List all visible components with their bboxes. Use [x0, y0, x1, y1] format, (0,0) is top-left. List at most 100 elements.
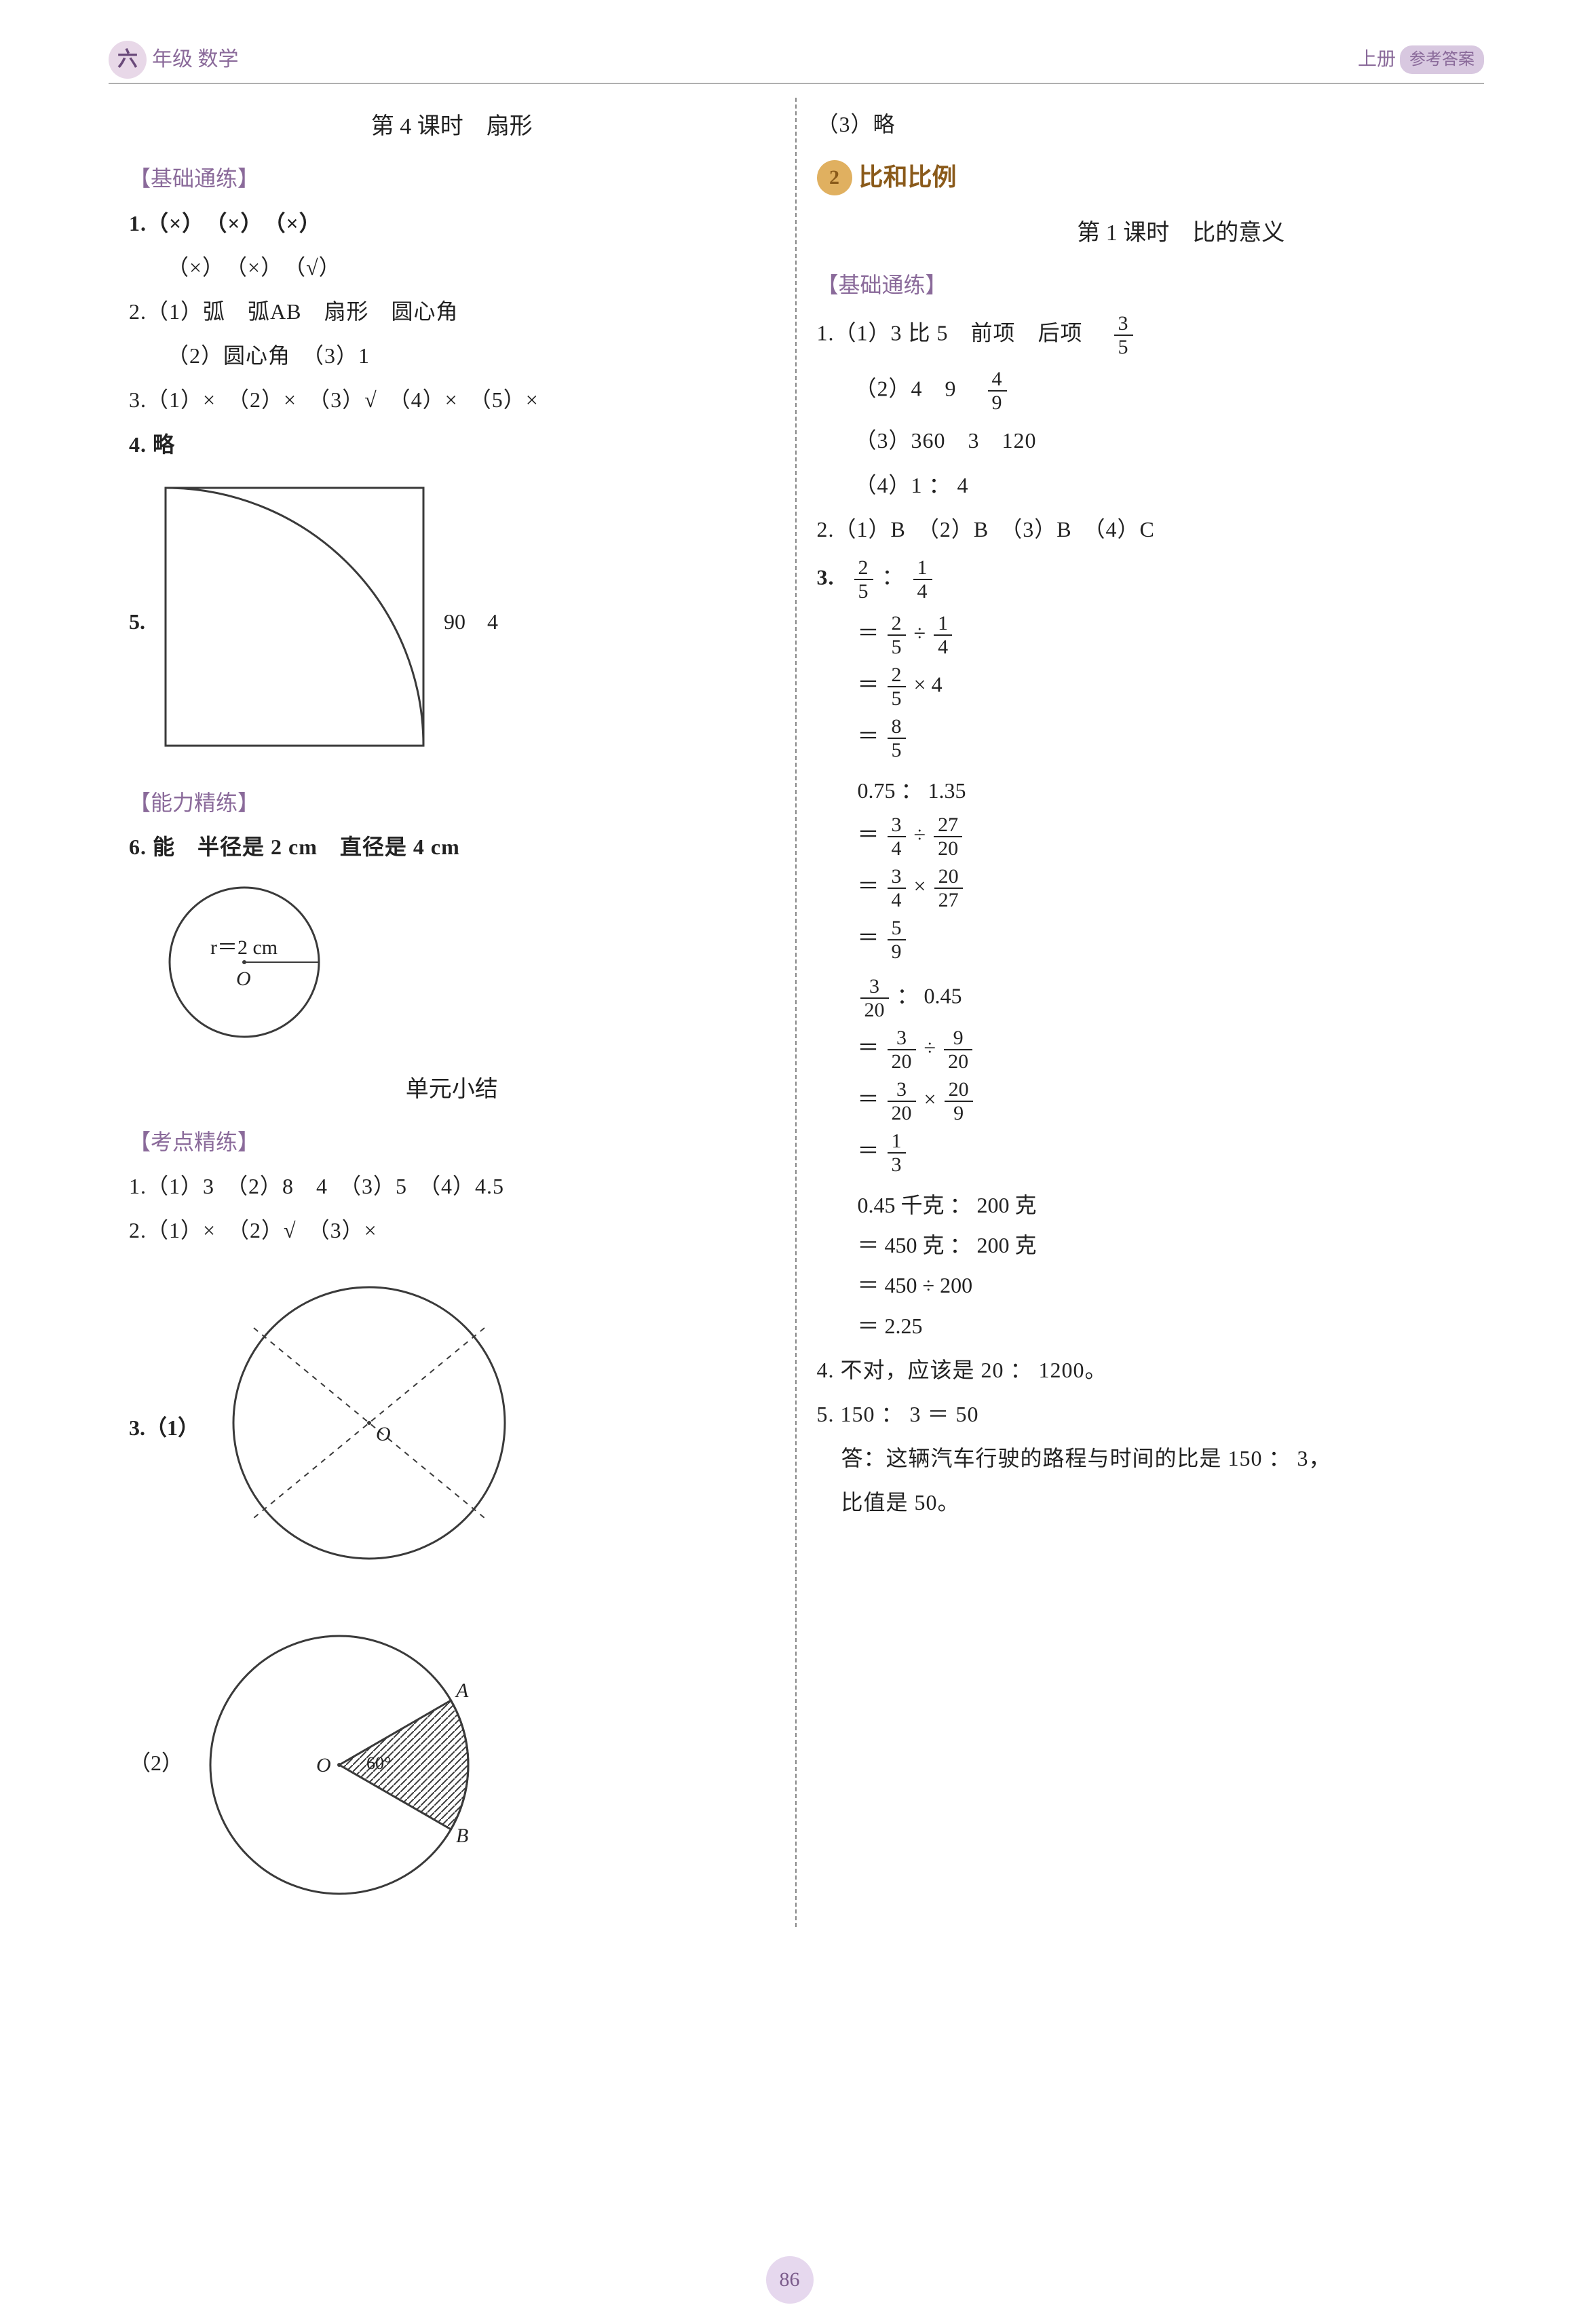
- basic-practice-label: 【基础通练】: [129, 161, 775, 196]
- r2: 2.（1）B （2）B （3）B （4）C: [817, 512, 1464, 547]
- frac-n: 20: [945, 1078, 973, 1102]
- header-left: 六 年级 数学: [109, 41, 239, 79]
- calc-c-2: ＝ 320 × 209: [858, 1078, 1464, 1124]
- r1-3: （3）360 3 120: [855, 423, 1464, 458]
- q2-1: 2.（1）弧 弧AB 扇形 圆心角: [129, 294, 775, 329]
- calc-d-2: ＝ 450 ÷ 200: [858, 1268, 1464, 1303]
- calc-d-3: ＝ 2.25: [858, 1309, 1464, 1344]
- r5-answer: 答：这辆汽车行驶的路程与时间的比是 150 ： 3，: [841, 1441, 1464, 1476]
- r1-2-frac: 49: [988, 368, 1007, 414]
- calc-b-3: ＝ 59: [858, 917, 1464, 963]
- frac-d: 4: [913, 580, 932, 603]
- eq-pre: ＝: [858, 620, 879, 645]
- calc-a-1: ＝ 25 ÷ 14: [858, 612, 1464, 658]
- r1-1-frac: 35: [1114, 312, 1133, 358]
- grade-text: 年级 数学: [152, 43, 239, 76]
- calc-a-0-f1: 25: [854, 556, 873, 603]
- r3: 3. 25 ： 14: [817, 556, 1464, 603]
- frac-n: 3: [888, 865, 906, 889]
- eq-pre: ＝: [858, 672, 879, 696]
- e2: 2.（1）× （2）√ （3）×: [129, 1213, 775, 1248]
- frac-d: 4: [888, 837, 906, 860]
- eq-pre: ＝: [858, 1035, 885, 1059]
- eq-pre: ＝: [858, 723, 879, 748]
- q6-text: 6. 能 半径是 2 cm 直径是 4 cm: [129, 835, 460, 859]
- q6: 6. 能 半径是 2 cm 直径是 4 cm: [129, 830, 775, 864]
- calc-a-3: ＝ 85: [858, 715, 1464, 761]
- frac-d: 9: [888, 940, 906, 963]
- calc-d-0: 0.45 千克 ： 200 克: [858, 1188, 1464, 1223]
- r-q3-skip: （3）略: [817, 107, 1464, 142]
- grade-badge: 六: [109, 41, 147, 79]
- topic-badge: 2 比和比例: [817, 158, 957, 197]
- topic-number-circle: 2: [817, 160, 852, 195]
- frac-d: 27: [934, 889, 963, 911]
- r1-2: （2）4 9 49: [855, 368, 1464, 414]
- frac-d: 3: [888, 1154, 906, 1176]
- frac-d: 5: [888, 636, 906, 658]
- frac-d: 5: [854, 580, 873, 603]
- right-column: （3）略 2 比和比例 第 1 课时 比的意义 【基础通练】 1.（1）3 比 …: [797, 98, 1485, 1927]
- center-O-label: O: [236, 968, 251, 990]
- big-circle-O: O: [376, 1423, 391, 1445]
- frac-n: 9: [944, 1027, 972, 1050]
- point-B: B: [456, 1825, 468, 1847]
- eq-pre: ＝: [858, 873, 885, 898]
- calc-c-head: 320 ： 0.45: [858, 975, 1464, 1021]
- eq-mid: ÷: [914, 620, 932, 645]
- topic-title: 比和比例: [859, 158, 957, 197]
- frac-n: 1: [934, 612, 952, 636]
- frac-n: 20: [934, 865, 963, 889]
- frac-n: 3: [860, 975, 889, 999]
- r4: 4. 不对，应该是 20 ： 1200。: [817, 1353, 1464, 1388]
- eq-mid: ÷: [914, 822, 932, 846]
- eq-pre: ＝: [858, 925, 885, 949]
- e1: 1.（1）3 （2）8 4 （3）5 （4）4.5: [129, 1169, 775, 1204]
- r1-1: 1.（1）3 比 5 前项 后项 35: [817, 312, 1464, 358]
- frac-d: 20: [888, 1102, 916, 1124]
- frac-n: 2: [888, 664, 906, 687]
- volume-label: 上册: [1358, 45, 1396, 75]
- frac-n: 4: [988, 368, 1007, 392]
- frac-d: 4: [888, 889, 906, 911]
- q4: 4. 略: [129, 427, 775, 462]
- eq-mid: ×: [924, 1086, 942, 1111]
- frac-n: 1: [888, 1130, 906, 1154]
- sector-O: O: [316, 1754, 331, 1776]
- unit-summary-title: 单元小结: [129, 1071, 775, 1108]
- frac-n: 1: [913, 556, 932, 580]
- q4-text: 4. 略: [129, 432, 175, 457]
- calc-a-2: ＝ 25 × 4: [858, 664, 1464, 710]
- calc-a-0-mid: ：: [882, 565, 911, 589]
- r1-4: （4）1 ： 4: [855, 468, 1464, 503]
- circle-diameters-diagram: O: [213, 1267, 525, 1589]
- q5-row: 5. 90 4: [129, 472, 775, 772]
- frac-n: 5: [888, 917, 906, 940]
- ability-practice-label: 【能力精练】: [129, 786, 775, 820]
- left-column: 第 4 课时 扇形 【基础通练】 1.（×） （×） （×） （×） （×） （…: [109, 98, 797, 1927]
- lesson-title-right: 第 1 课时 比的意义: [898, 215, 1464, 252]
- calc-c-1: ＝ 320 ÷ 920: [858, 1027, 1464, 1073]
- frac-d: 5: [888, 739, 906, 761]
- eq-pre: ＝: [858, 822, 885, 846]
- eq-mid: × 4: [914, 672, 943, 696]
- calc-c-tail: ： 0.45: [897, 983, 962, 1008]
- q1-row2: （×） （×） （√）: [167, 250, 775, 285]
- calc-b-1: ＝ 34 ÷ 2720: [858, 814, 1464, 860]
- page-number: 86: [766, 2256, 814, 2304]
- r5-answer2: 比值是 50。: [841, 1485, 1464, 1520]
- frac-d: 20: [888, 1050, 916, 1073]
- frac-d: 4: [934, 636, 952, 658]
- q5-values: 90 4: [444, 605, 498, 639]
- frac-d: 5: [888, 687, 906, 710]
- r3-label: 3.: [817, 565, 835, 589]
- q3: 3.（1）× （2）× （3）√ （4）× （5）×: [129, 383, 775, 417]
- small-circle-diagram: r＝2 cm O: [156, 874, 775, 1061]
- sector-diagram: O 60° A B: [197, 1609, 495, 1918]
- q1-row1: 1.（×） （×） （×）: [129, 206, 775, 241]
- lesson-title-left: 第 4 课时 扇形: [129, 109, 775, 145]
- r5: 5. 150 ： 3 ＝ 50: [817, 1397, 1464, 1432]
- r1-1-text: 1.（1）3 比 5 前项 后项: [817, 321, 1105, 345]
- frac-d: 9: [945, 1102, 973, 1124]
- eq-pre: ＝: [858, 1138, 885, 1162]
